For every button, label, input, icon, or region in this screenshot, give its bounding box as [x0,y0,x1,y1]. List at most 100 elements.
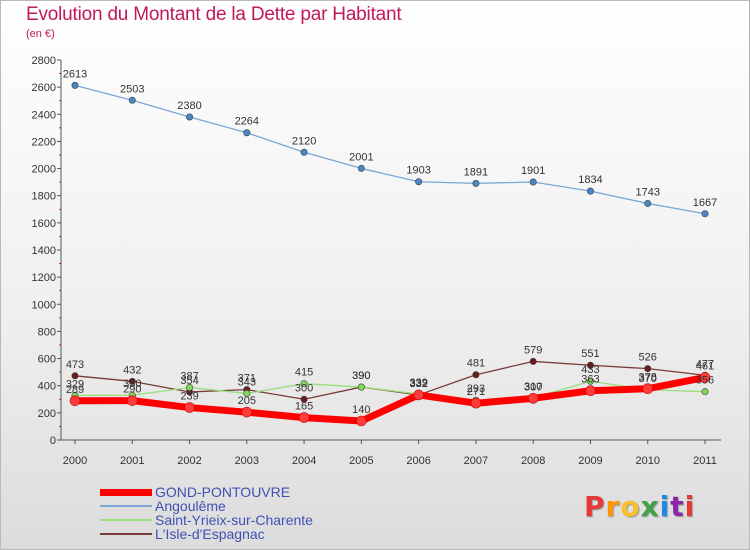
data-label: 2613 [63,68,87,80]
data-point [527,393,539,404]
data-point [243,129,251,137]
data-point [357,383,365,391]
data-point [472,371,480,379]
data-label: 370 [639,373,657,385]
data-label: 390 [352,370,370,382]
data-point [241,406,253,418]
data-point [184,402,195,413]
data-label: 579 [524,344,542,356]
data-label: 1903 [406,165,430,177]
series-line-0 [71,373,709,425]
data-point [69,395,81,407]
data-point [701,210,709,218]
data-point [586,187,594,195]
data-label: 205 [238,395,256,407]
series-line-3 [74,360,706,400]
series-line-2 [74,380,706,401]
x-tick-label: 2011 [693,455,717,467]
data-label: 332 [409,378,427,390]
legend-swatch [100,488,152,496]
data-label: 290 [123,384,141,396]
data-point [586,377,594,385]
data-point [71,81,79,89]
data-point [243,389,251,397]
data-label: 354 [180,375,198,387]
x-tick-label: 2004 [292,455,316,467]
data-label: 526 [639,352,657,364]
legend-item: Saint-Yrieix-sur-Charente [100,513,313,527]
legend-swatch [100,505,152,507]
data-point [300,148,308,156]
data-point [529,178,537,186]
x-tick-label: 2007 [464,455,488,467]
y-tick-label: 2200 [32,136,56,148]
data-label: 289 [66,384,84,396]
data-label: 2380 [177,100,201,112]
data-label: 2264 [235,116,259,128]
data-label: 293 [467,383,485,395]
data-label: 1743 [635,186,659,198]
series-line-1 [74,84,706,215]
legend: GOND-PONTOUVRE Angoulême Saint-Yrieix-sur-… [100,485,313,541]
legend-label: L'Isle-d'Espagnac [155,526,265,542]
data-label: 165 [295,401,313,413]
data-label: 330 [123,378,141,390]
legend-swatch [100,519,152,521]
data-point [529,357,537,365]
data-point [642,383,654,395]
proxiti-logo: Proxiti [584,490,696,523]
unit-label: (en €) [26,28,55,40]
data-point [585,385,596,397]
data-label: 271 [467,386,485,398]
y-tick-label: 1400 [32,245,56,257]
data-label: 239 [180,391,198,403]
x-tick-label: 2009 [578,455,602,467]
x-tick-label: 2006 [406,455,430,467]
data-label: 2503 [120,83,144,95]
data-point [186,113,194,121]
data-point [128,377,136,385]
data-label: 300 [295,382,313,394]
data-label: 140 [352,404,370,416]
data-label: 356 [696,375,714,387]
data-point [413,389,424,401]
y-tick-label: 2400 [32,109,56,121]
data-point [415,178,423,186]
data-label: 477 [696,358,714,370]
data-label: 433 [581,364,599,376]
y-tick-label: 600 [38,354,56,366]
legend-item: L'Isle-d'Espagnac [100,527,313,541]
y-tick-label: 1600 [32,218,56,230]
legend-item: Angoulême [100,499,313,513]
data-point [300,395,308,403]
data-label: 2120 [292,135,316,147]
x-tick-label: 2002 [177,455,201,467]
data-label: 343 [238,376,256,388]
data-label: 332 [409,378,427,390]
y-tick-label: 400 [38,381,56,393]
data-point [644,199,652,207]
legend-label: GOND-PONTOUVRE [155,484,291,500]
data-label: 339 [409,377,427,389]
data-point [472,179,480,187]
data-point [701,388,709,396]
x-tick-label: 2008 [521,455,545,467]
data-label: 1891 [464,166,488,178]
data-point [298,412,310,423]
y-tick-label: 0 [50,435,56,447]
data-label: 387 [180,370,198,382]
data-label: 329 [66,378,84,390]
y-tick-label: 200 [38,408,56,420]
y-tick-label: 1200 [32,272,56,284]
y-tick-label: 1000 [32,299,56,311]
data-label: 378 [639,372,657,384]
data-point [186,383,194,391]
x-tick-label: 2010 [635,455,659,467]
y-tick-label: 2000 [32,164,56,176]
x-tick-label: 2003 [235,455,259,467]
data-point [300,380,308,388]
x-tick-label: 2000 [63,455,87,467]
data-point [357,164,365,172]
chart-title: Evolution du Montant de la Dette par Hab… [26,4,402,25]
